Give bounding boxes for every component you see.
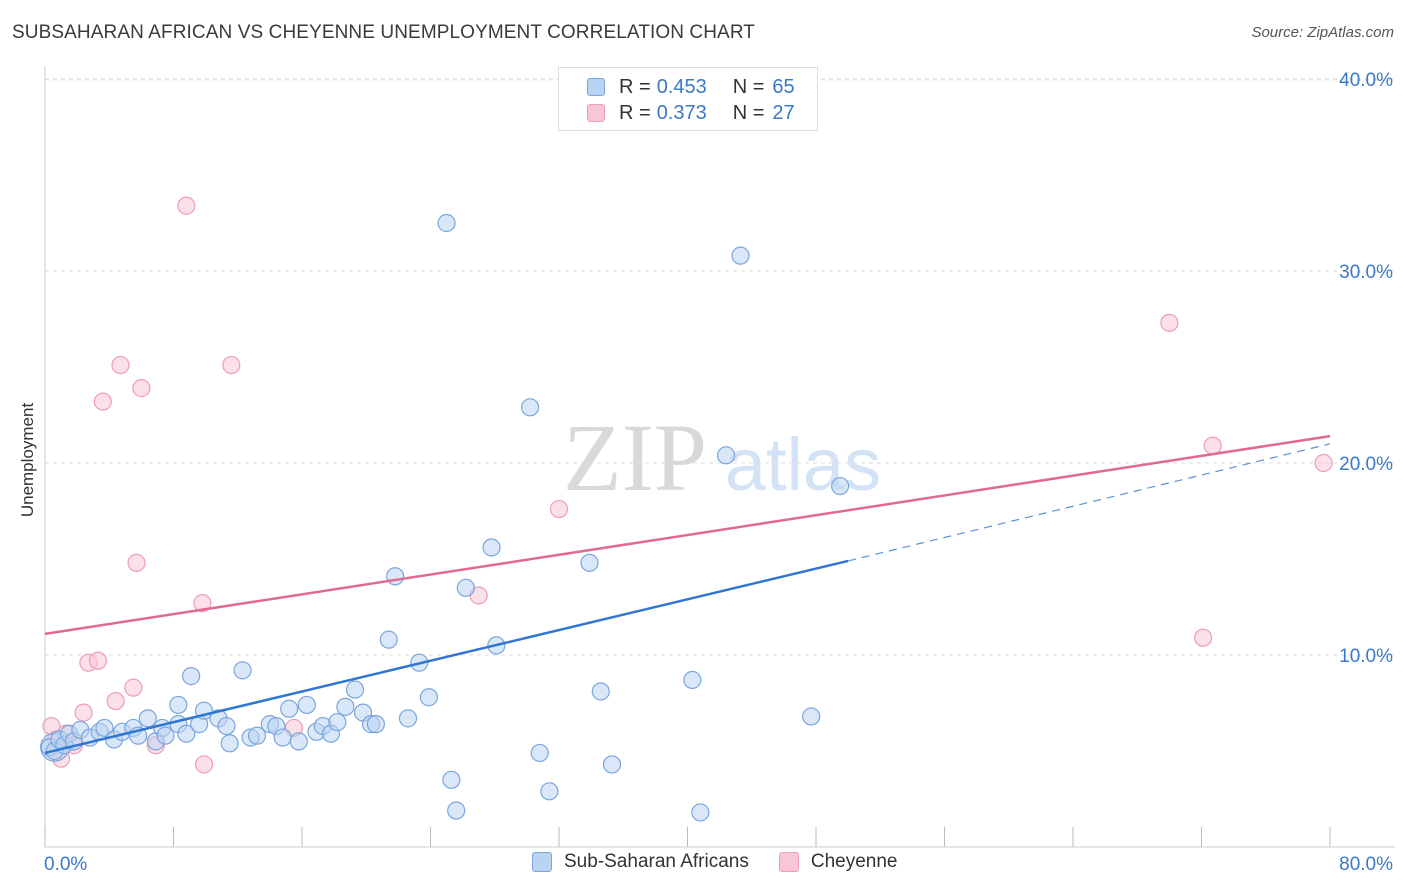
watermark-zip: ZIP	[563, 404, 707, 511]
subsaharan-point	[379, 630, 398, 649]
subsaharan-point	[297, 695, 316, 715]
watermark-atlas: atlas	[725, 423, 881, 506]
y-tick-label: 40.0%	[1339, 70, 1393, 91]
subsaharan-point	[177, 724, 196, 743]
subsaharan-point	[520, 398, 540, 417]
cheyenne-point	[193, 594, 212, 613]
legend-n-value: 65	[772, 75, 795, 98]
cheyenne-point	[1160, 313, 1179, 332]
legend-item-subsaharan: Sub-Saharan Africans	[532, 851, 749, 873]
cheyenne-point	[177, 196, 196, 215]
subsaharan-point	[591, 682, 610, 701]
subsaharan-point	[691, 803, 710, 822]
subsaharan-point	[156, 726, 175, 745]
subsaharan-trend-line	[44, 559, 849, 755]
subsaharan-point	[336, 697, 355, 716]
cheyenne-point	[111, 355, 130, 375]
cheyenne-point	[549, 499, 569, 519]
tick-labels: 10.0% 20.0% 30.0% 40.0% 0.0% 80.0%	[44, 70, 1393, 875]
subsaharan-point	[169, 695, 188, 715]
legend-n-label: N =	[732, 101, 765, 124]
subsaharan-point	[280, 699, 299, 718]
trend-lines	[44, 434, 1331, 755]
cheyenne-point	[88, 651, 108, 670]
cheyenne-point	[222, 355, 241, 375]
cheyenne-point	[93, 392, 112, 411]
subsaharan-point	[482, 538, 501, 557]
legend-r-label: R =	[619, 101, 651, 124]
subsaharan-point	[217, 716, 236, 736]
subsaharan-point	[716, 446, 736, 465]
y-tick-label: 20.0%	[1339, 454, 1393, 475]
cheyenne-point	[124, 678, 143, 697]
legend-swatch-blue	[532, 852, 552, 872]
subsaharan-point	[540, 782, 559, 801]
subsaharan-point	[437, 213, 456, 233]
legend-row-cheyenne: R = 0.373 N = 27	[587, 101, 795, 125]
cheyenne-trend-line	[44, 434, 1331, 636]
subsaharan-point	[456, 578, 475, 597]
legend-label-subsaharan: Sub-Saharan Africans	[564, 851, 749, 872]
subsaharan-point	[580, 553, 599, 572]
legend-n-label: N =	[732, 75, 765, 98]
legend-n-value: 27	[772, 101, 795, 124]
cheyenne-point	[74, 703, 93, 722]
subsaharan-point	[447, 801, 466, 820]
subsaharan-point	[419, 688, 438, 707]
legend-label-cheyenne: Cheyenne	[810, 851, 898, 872]
legend-r-value: 0.373	[656, 101, 707, 124]
subsaharan-point	[328, 713, 347, 732]
subsaharan-point	[289, 732, 308, 751]
subsaharan-point	[830, 476, 850, 496]
cheyenne-point	[132, 379, 151, 398]
legend-item-cheyenne: Cheyenne	[778, 851, 898, 873]
subsaharan-point	[345, 680, 365, 699]
subsaharan-point	[602, 755, 622, 774]
cheyenne-point	[1194, 628, 1213, 647]
axes	[44, 66, 1395, 848]
y-tick-label: 10.0%	[1339, 646, 1393, 667]
subsaharan-point	[233, 661, 252, 680]
cheyenne-point	[127, 553, 146, 572]
subsaharan-point	[247, 726, 267, 745]
subsaharan-point	[398, 709, 418, 728]
source-label: Source: ZipAtlas.com	[1251, 24, 1394, 41]
legend-swatch-pink	[778, 852, 799, 872]
y-tick-label: 30.0%	[1339, 262, 1393, 283]
series-legend: Sub-Saharan Africans Cheyenne	[532, 851, 927, 873]
x-tick-label: 0.0%	[44, 854, 87, 875]
cheyenne-point	[1203, 436, 1222, 455]
subsaharan-trend-extension	[847, 443, 1331, 562]
legend-r-value: 0.453	[656, 75, 707, 98]
subsaharan-point	[273, 728, 292, 747]
legend-swatch-pink	[587, 104, 605, 122]
subsaharan-point	[386, 567, 405, 586]
chart-title: SUBSAHARAN AFRICAN VS CHEYENNE UNEMPLOYM…	[12, 22, 756, 43]
subsaharan-point	[442, 770, 461, 789]
subsaharan-point	[802, 707, 821, 726]
cheyenne-point	[1314, 453, 1333, 473]
watermark: ZIP atlas	[563, 404, 881, 511]
legend-r-label: R =	[619, 75, 651, 98]
subsaharan-points	[40, 213, 850, 822]
x-tick-label: 80.0%	[1339, 854, 1393, 875]
subsaharan-point	[731, 246, 750, 265]
gridlines	[45, 78, 1395, 656]
subsaharan-point	[530, 743, 549, 763]
legend-row-subsaharan: R = 0.453 N = 65	[587, 75, 795, 99]
subsaharan-point	[138, 709, 157, 728]
subsaharan-point	[366, 715, 385, 734]
subsaharan-point	[220, 734, 239, 753]
subsaharan-point	[683, 670, 702, 690]
cheyenne-point	[106, 691, 125, 711]
subsaharan-point	[182, 667, 201, 686]
correlation-legend: R = 0.453 N = 65 R = 0.373 N = 27	[558, 67, 818, 131]
legend-swatch-blue	[587, 78, 605, 96]
cheyenne-point	[194, 755, 214, 774]
